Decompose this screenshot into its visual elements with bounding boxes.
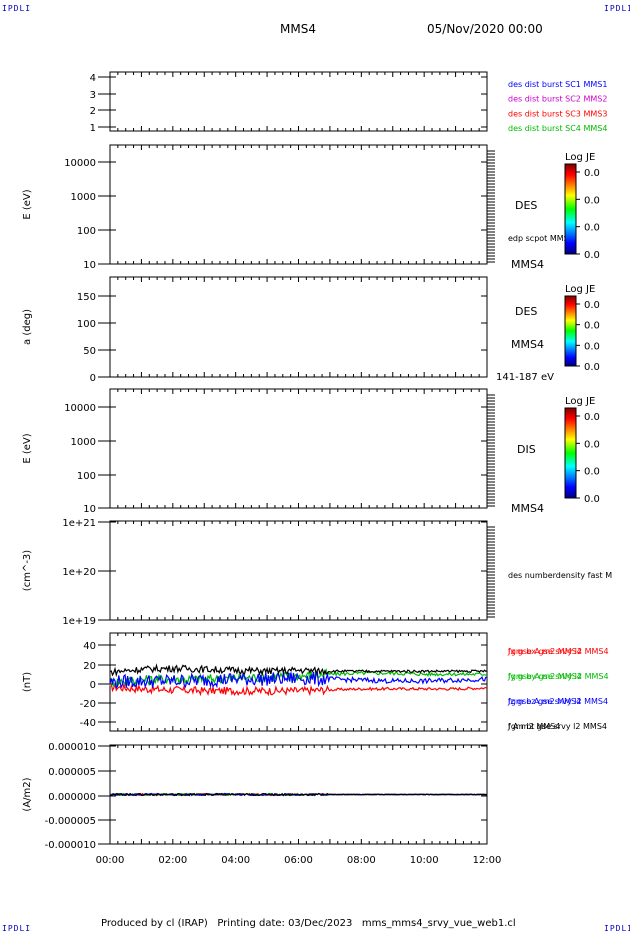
mms4-label: MMS4 — [511, 258, 544, 271]
x-tick-label: 06:00 — [284, 855, 313, 866]
colorbar-tick-label: 0.0 — [584, 341, 600, 352]
legend-entry: Jx gse A m2 MMS4 — [507, 647, 582, 656]
x-tick-label: 02:00 — [158, 855, 187, 866]
y-tick-label: 20 — [83, 661, 96, 672]
colorbar-title: Log JE — [565, 284, 595, 295]
density-label: des numberdensity fast M — [508, 571, 612, 580]
series-fgm-bt-gse-srvy-l2-MMS4 — [109, 663, 488, 678]
y-tick-label: 1e+20 — [62, 567, 96, 578]
y-tick-label: 1000 — [71, 192, 96, 203]
spacecraft-title: MMS4 — [280, 22, 316, 36]
footer-credit: Produced by cl (IRAP) Printing date: 03/… — [101, 918, 516, 929]
y-tick-label: 1000 — [71, 437, 96, 448]
y-tick-label: 0.000005 — [48, 767, 96, 778]
colorbar-tick-label: 0.0 — [584, 223, 600, 234]
y-tick-label: 40 — [83, 641, 96, 652]
colorbar-tick-label: 0.0 — [584, 300, 600, 311]
date-title: 05/Nov/2020 00:00 — [427, 22, 543, 36]
corner-label-br: IPDLI — [604, 924, 630, 933]
y-axis-label: E (eV) — [22, 433, 33, 463]
mms4-label-2: MMS4 — [511, 338, 544, 351]
y-tick-label: 10000 — [64, 158, 96, 169]
legend-entry: des dist burst SC3 MMS3 — [508, 109, 607, 118]
colorbar — [564, 163, 577, 255]
y-tick-label: 10 — [83, 260, 96, 271]
y-tick-label: 0.000010 — [48, 742, 96, 753]
scpot-label: edp scpot MMS4 — [508, 234, 574, 243]
legend-entry: fgm bz gse srvy l2 MMS4 — [508, 697, 608, 706]
y-axis-label: (cm^-3) — [22, 550, 33, 591]
x-tick-label: 00:00 — [96, 855, 125, 866]
dis-label: DIS — [517, 443, 536, 456]
y-tick-label: -40 — [80, 718, 96, 729]
series-fgm-bx-gse-srvy-l2-MMS4 — [109, 683, 488, 697]
panel-frame-des-pitch — [109, 276, 488, 378]
colorbar-tick-label: 0.0 — [584, 494, 600, 505]
y-tick-label: 10 — [83, 504, 96, 515]
colorbar-tick-label: 0.0 — [584, 467, 600, 478]
colorbar-tick-label: 0.0 — [584, 439, 600, 450]
corner-label-tr: IPDLI — [604, 4, 630, 13]
panel-frame-dis-energy — [109, 388, 488, 509]
y-tick-label: 2 — [90, 106, 96, 117]
y-tick-label: -0.000010 — [45, 840, 96, 851]
y-tick-label: 4 — [90, 73, 96, 84]
y-tick-label: 100 — [77, 319, 96, 330]
colorbar — [564, 407, 577, 499]
colorbar-tick-label: 0.0 — [584, 362, 600, 373]
x-tick-label: 10:00 — [410, 855, 439, 866]
colorbar-tick-label: 0.0 — [584, 168, 600, 179]
y-tick-label: 50 — [83, 346, 96, 357]
mms4-label-3: MMS4 — [511, 502, 544, 515]
y-tick-label: 3 — [90, 90, 96, 101]
series-fgm-bz-gse-srvy-l2-MMS4 — [109, 670, 487, 690]
y-tick-label: 0.000000 — [48, 792, 96, 803]
y-tick-label: 10000 — [64, 403, 96, 414]
colorbar-title: Log JE — [565, 152, 595, 163]
panel-frame-density — [109, 520, 488, 621]
panel-frame-des-energy — [109, 144, 488, 265]
y-tick-label: 1e+19 — [62, 616, 96, 627]
legend-entry: fgm by gse srvy l2 MMS4 — [508, 672, 609, 681]
colorbar-tick-label: 0.0 — [584, 412, 600, 423]
colorbar-tick-label: 0.0 — [584, 321, 600, 332]
des-label-2: DES — [515, 305, 537, 318]
colorbar-title: Log JE — [565, 396, 595, 407]
legend-entry: fgm bt gse srvy l2 MMS4 — [508, 722, 607, 731]
energy-range-label: 141-187 eV — [496, 372, 554, 383]
legend-entry: Jz gse A m2 MMS4 — [507, 697, 581, 706]
y-axis-label: E (eV) — [22, 189, 33, 219]
y-tick-label: 0 — [90, 680, 96, 691]
legend-entry: des dist burst SC2 MMS2 — [508, 95, 607, 104]
panel-frame-burst — [109, 71, 488, 132]
colorbar — [564, 295, 577, 367]
y-tick-label: 150 — [77, 292, 96, 303]
y-axis-label: a (deg) — [22, 309, 33, 345]
y-axis-label: (A/m2) — [22, 777, 33, 811]
y-tick-label: 100 — [77, 226, 96, 237]
y-tick-label: -20 — [80, 699, 96, 710]
y-tick-label: 0 — [90, 373, 96, 384]
corner-label-bl: IPDLI — [2, 924, 32, 933]
series-J-A-m2-MMS4 — [109, 792, 487, 797]
des-label: DES — [515, 199, 537, 212]
y-axis-label: (nT) — [22, 672, 33, 692]
legend-entry: fgm bx gse srvy l2 MMS4 — [508, 647, 609, 656]
legend-entry: Jy gse A m2 MMS4 — [507, 672, 582, 681]
legend-entry: J A m2 MMS4 — [507, 722, 560, 731]
legend-entry: des dist burst SC1 MMS1 — [508, 80, 607, 89]
x-tick-label: 12:00 — [473, 855, 502, 866]
colorbar-tick-label: 0.0 — [584, 195, 600, 206]
y-tick-label: 1 — [90, 123, 96, 134]
x-tick-label: 04:00 — [221, 855, 250, 866]
legend-entry: des dist burst SC4 MMS4 — [508, 124, 607, 133]
colorbar-tick-label: 0.0 — [584, 250, 600, 261]
corner-label-tl: IPDLI — [2, 4, 32, 13]
x-tick-label: 08:00 — [347, 855, 376, 866]
y-tick-label: 100 — [77, 471, 96, 482]
y-tick-label: -0.000005 — [45, 816, 96, 827]
y-tick-label: 1e+21 — [62, 518, 96, 529]
